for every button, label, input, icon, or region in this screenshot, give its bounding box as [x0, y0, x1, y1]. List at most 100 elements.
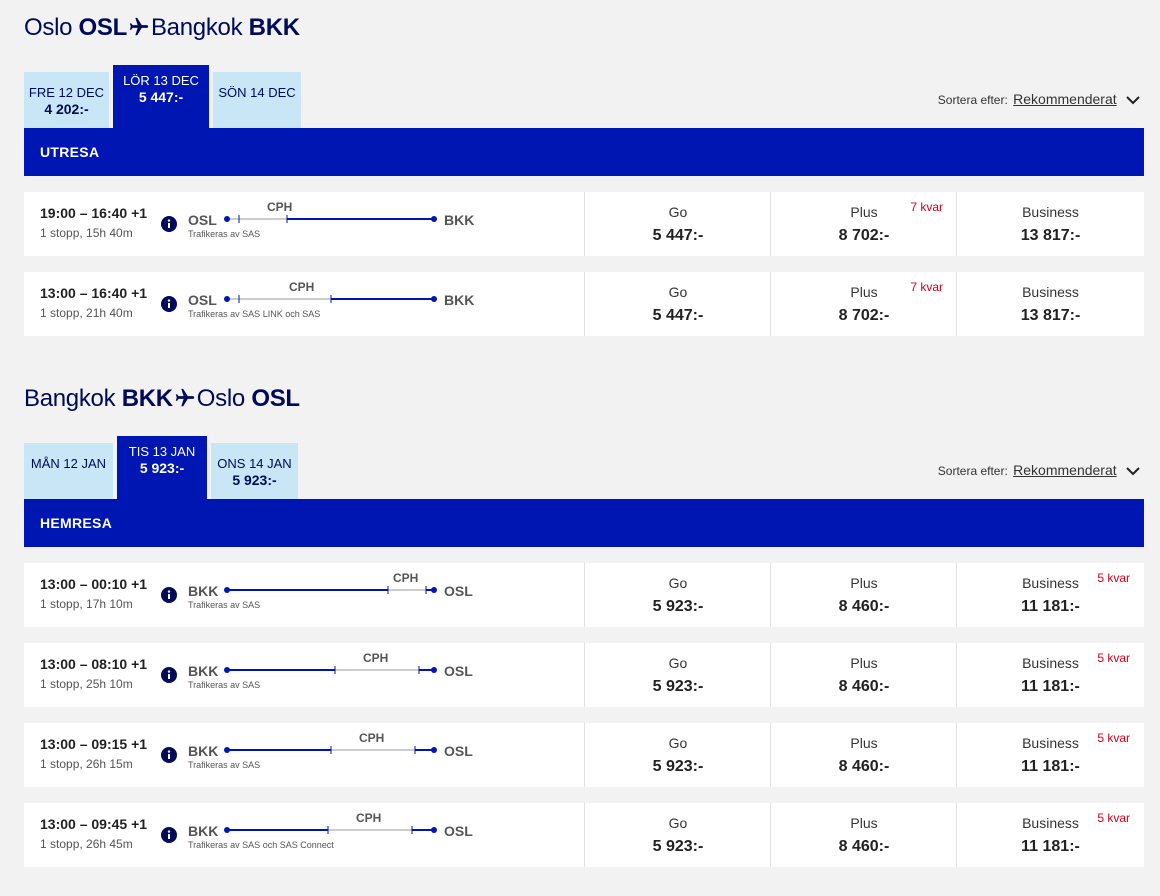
- fare-price: 8 702:-: [838, 307, 890, 324]
- fare-business[interactable]: Business 11 181:- 5 kvar: [956, 723, 1144, 787]
- fare-price: 8 460:-: [838, 678, 890, 695]
- tab-date-label: LÖR 13 DEC: [123, 73, 199, 88]
- fare-name: Business: [1022, 204, 1079, 220]
- flight-info: 13:00 – 09:15 +1 1 stopp, 26h 15m BKK CP…: [24, 723, 584, 787]
- flight-route: BKK CPH OSL Trafikeras av SAS: [188, 723, 588, 787]
- tab-date-ons-14-jan[interactable]: ONS 14 JAN 5 923:-: [211, 443, 298, 499]
- fare-go[interactable]: Go 5 923:-: [584, 643, 771, 707]
- tab-price-label: 5 447:-: [138, 89, 184, 105]
- destination-code: BKK: [248, 14, 300, 41]
- flight-row[interactable]: 13:00 – 16:40 +1 1 stopp, 21h 40m OSL CP…: [24, 272, 1144, 336]
- return-date-tabs: MÅN 12 JAN TIS 13 JAN 5 923:- ONS 14 JAN…: [24, 436, 424, 499]
- route-origin: OSL: [188, 212, 217, 228]
- fare-plus[interactable]: Plus 8 460:-: [770, 803, 957, 867]
- plane-icon: [175, 388, 194, 407]
- info-icon[interactable]: [161, 667, 177, 683]
- tab-date-fre-12-dec[interactable]: FRE 12 DEC 4 202:-: [24, 72, 109, 128]
- flight-row[interactable]: 13:00 – 00:10 +1 1 stopp, 17h 10m BKK CP…: [24, 563, 1144, 627]
- route-stop: CPH: [359, 731, 385, 745]
- route-origin: BKK: [188, 823, 219, 839]
- return-header-bar: HEMRESA: [24, 499, 1144, 547]
- route-line: [224, 666, 437, 674]
- fare-plus[interactable]: Plus 8 702:- 7 kvar: [770, 272, 957, 336]
- tab-date-label: TIS 13 JAN: [128, 444, 196, 459]
- fare-plus[interactable]: Plus 8 702:- 7 kvar: [770, 192, 957, 256]
- route-line: [224, 215, 437, 223]
- route-operator: Trafikeras av SAS: [188, 760, 261, 770]
- fare-price: 13 817:-: [1020, 227, 1081, 244]
- route-line: [224, 295, 437, 303]
- route-origin: BKK: [188, 663, 219, 679]
- route-origin: BKK: [188, 743, 219, 759]
- info-icon[interactable]: [161, 296, 177, 312]
- fare-go[interactable]: Go 5 923:-: [584, 803, 771, 867]
- return-sort[interactable]: Sortera efter: Rekommenderat: [938, 462, 1140, 478]
- fare-price: 5 923:-: [652, 838, 704, 855]
- flight-route: BKK CPH OSL Trafikeras av SAS: [188, 563, 588, 627]
- fare-price: 11 181:-: [1021, 598, 1080, 615]
- fare-business[interactable]: Business 11 181:- 5 kvar: [956, 643, 1144, 707]
- origin-city: Oslo: [24, 14, 73, 41]
- sort-value[interactable]: Rekommenderat: [1013, 91, 1117, 107]
- tab-date-label: ONS 14 JAN: [217, 456, 292, 471]
- tab-date-son-14-dec[interactable]: SÖN 14 DEC: [213, 72, 301, 128]
- fare-plus[interactable]: Plus 8 460:-: [770, 643, 957, 707]
- seats-left: 7 kvar: [910, 200, 943, 214]
- chevron-down-icon[interactable]: [1126, 466, 1140, 476]
- sort-value[interactable]: Rekommenderat: [1013, 462, 1117, 478]
- seats-left: 5 kvar: [1097, 811, 1130, 825]
- sort-label: Sortera efter:: [937, 464, 1008, 478]
- bar-label: UTRESA: [40, 144, 100, 160]
- tab-date-man-12-jan[interactable]: MÅN 12 JAN: [24, 443, 113, 499]
- fare-business[interactable]: Business 11 181:- 5 kvar: [956, 803, 1144, 867]
- seats-left: 5 kvar: [1097, 731, 1130, 745]
- fare-price: 5 447:-: [652, 227, 704, 244]
- tab-date-tis-13-jan[interactable]: TIS 13 JAN 5 923:-: [117, 436, 207, 499]
- fare-business[interactable]: Business 13 817:-: [956, 272, 1144, 336]
- origin-code: BKK: [121, 385, 173, 412]
- fare-price: 8 460:-: [838, 838, 890, 855]
- bar-label: HEMRESA: [40, 515, 113, 531]
- flight-row[interactable]: 13:00 – 09:45 +1 1 stopp, 26h 45m BKK CP…: [24, 803, 1144, 867]
- info-icon[interactable]: [161, 587, 177, 603]
- fare-name: Go: [668, 204, 688, 220]
- route-stop: CPH: [289, 280, 315, 294]
- route-stop: CPH: [267, 200, 293, 214]
- fare-name: Business: [1022, 735, 1079, 751]
- outbound-sort[interactable]: Sortera efter: Rekommenderat: [938, 91, 1140, 107]
- destination-city: Oslo: [196, 385, 245, 412]
- flight-times: 13:00 – 00:10 +1: [40, 576, 148, 592]
- fare-price: 5 923:-: [652, 678, 704, 695]
- fare-price: 13 817:-: [1020, 307, 1081, 324]
- fare-name: Plus: [850, 284, 878, 300]
- tab-date-lor-13-dec[interactable]: LÖR 13 DEC 5 447:-: [113, 65, 209, 128]
- flight-row[interactable]: 13:00 – 09:15 +1 1 stopp, 26h 15m BKK CP…: [24, 723, 1144, 787]
- fare-go[interactable]: Go 5 923:-: [584, 723, 771, 787]
- fare-go[interactable]: Go 5 447:-: [584, 272, 771, 336]
- route-operator: Trafikeras av SAS LINK och SAS: [188, 309, 321, 319]
- info-icon[interactable]: [161, 827, 177, 843]
- flight-duration: 1 stopp, 25h 10m: [40, 677, 133, 691]
- flight-route: BKK CPH OSL Trafikeras av SAS och SAS Co…: [188, 803, 588, 867]
- flight-route: OSL CPH BKK Trafikeras av SAS LINK och S…: [188, 272, 588, 336]
- fare-price: 5 447:-: [652, 307, 704, 324]
- fare-business[interactable]: Business 11 181:- 5 kvar: [956, 563, 1144, 627]
- info-icon[interactable]: [161, 216, 177, 232]
- flight-row[interactable]: 13:00 – 08:10 +1 1 stopp, 25h 10m BKK CP…: [24, 643, 1144, 707]
- flight-duration: 1 stopp, 17h 10m: [40, 597, 133, 611]
- fare-business[interactable]: Business 13 817:-: [956, 192, 1144, 256]
- flight-row[interactable]: 19:00 – 16:40 +1 1 stopp, 15h 40m OSL CP…: [24, 192, 1144, 256]
- route-origin: BKK: [188, 583, 219, 599]
- flight-times: 13:00 – 09:45 +1: [40, 816, 148, 832]
- fare-plus[interactable]: Plus 8 460:-: [770, 723, 957, 787]
- info-icon[interactable]: [161, 747, 177, 763]
- chevron-down-icon[interactable]: [1126, 95, 1140, 105]
- origin-code: OSL: [78, 14, 128, 41]
- fare-plus[interactable]: Plus 8 460:-: [770, 563, 957, 627]
- fare-go[interactable]: Go 5 923:-: [584, 563, 771, 627]
- route-operator: Trafikeras av SAS: [188, 600, 261, 610]
- fare-price: 11 181:-: [1021, 758, 1080, 775]
- fare-go[interactable]: Go 5 447:-: [584, 192, 771, 256]
- fare-name: Go: [668, 575, 688, 591]
- route-operator: Trafikeras av SAS och SAS Connect: [188, 840, 334, 850]
